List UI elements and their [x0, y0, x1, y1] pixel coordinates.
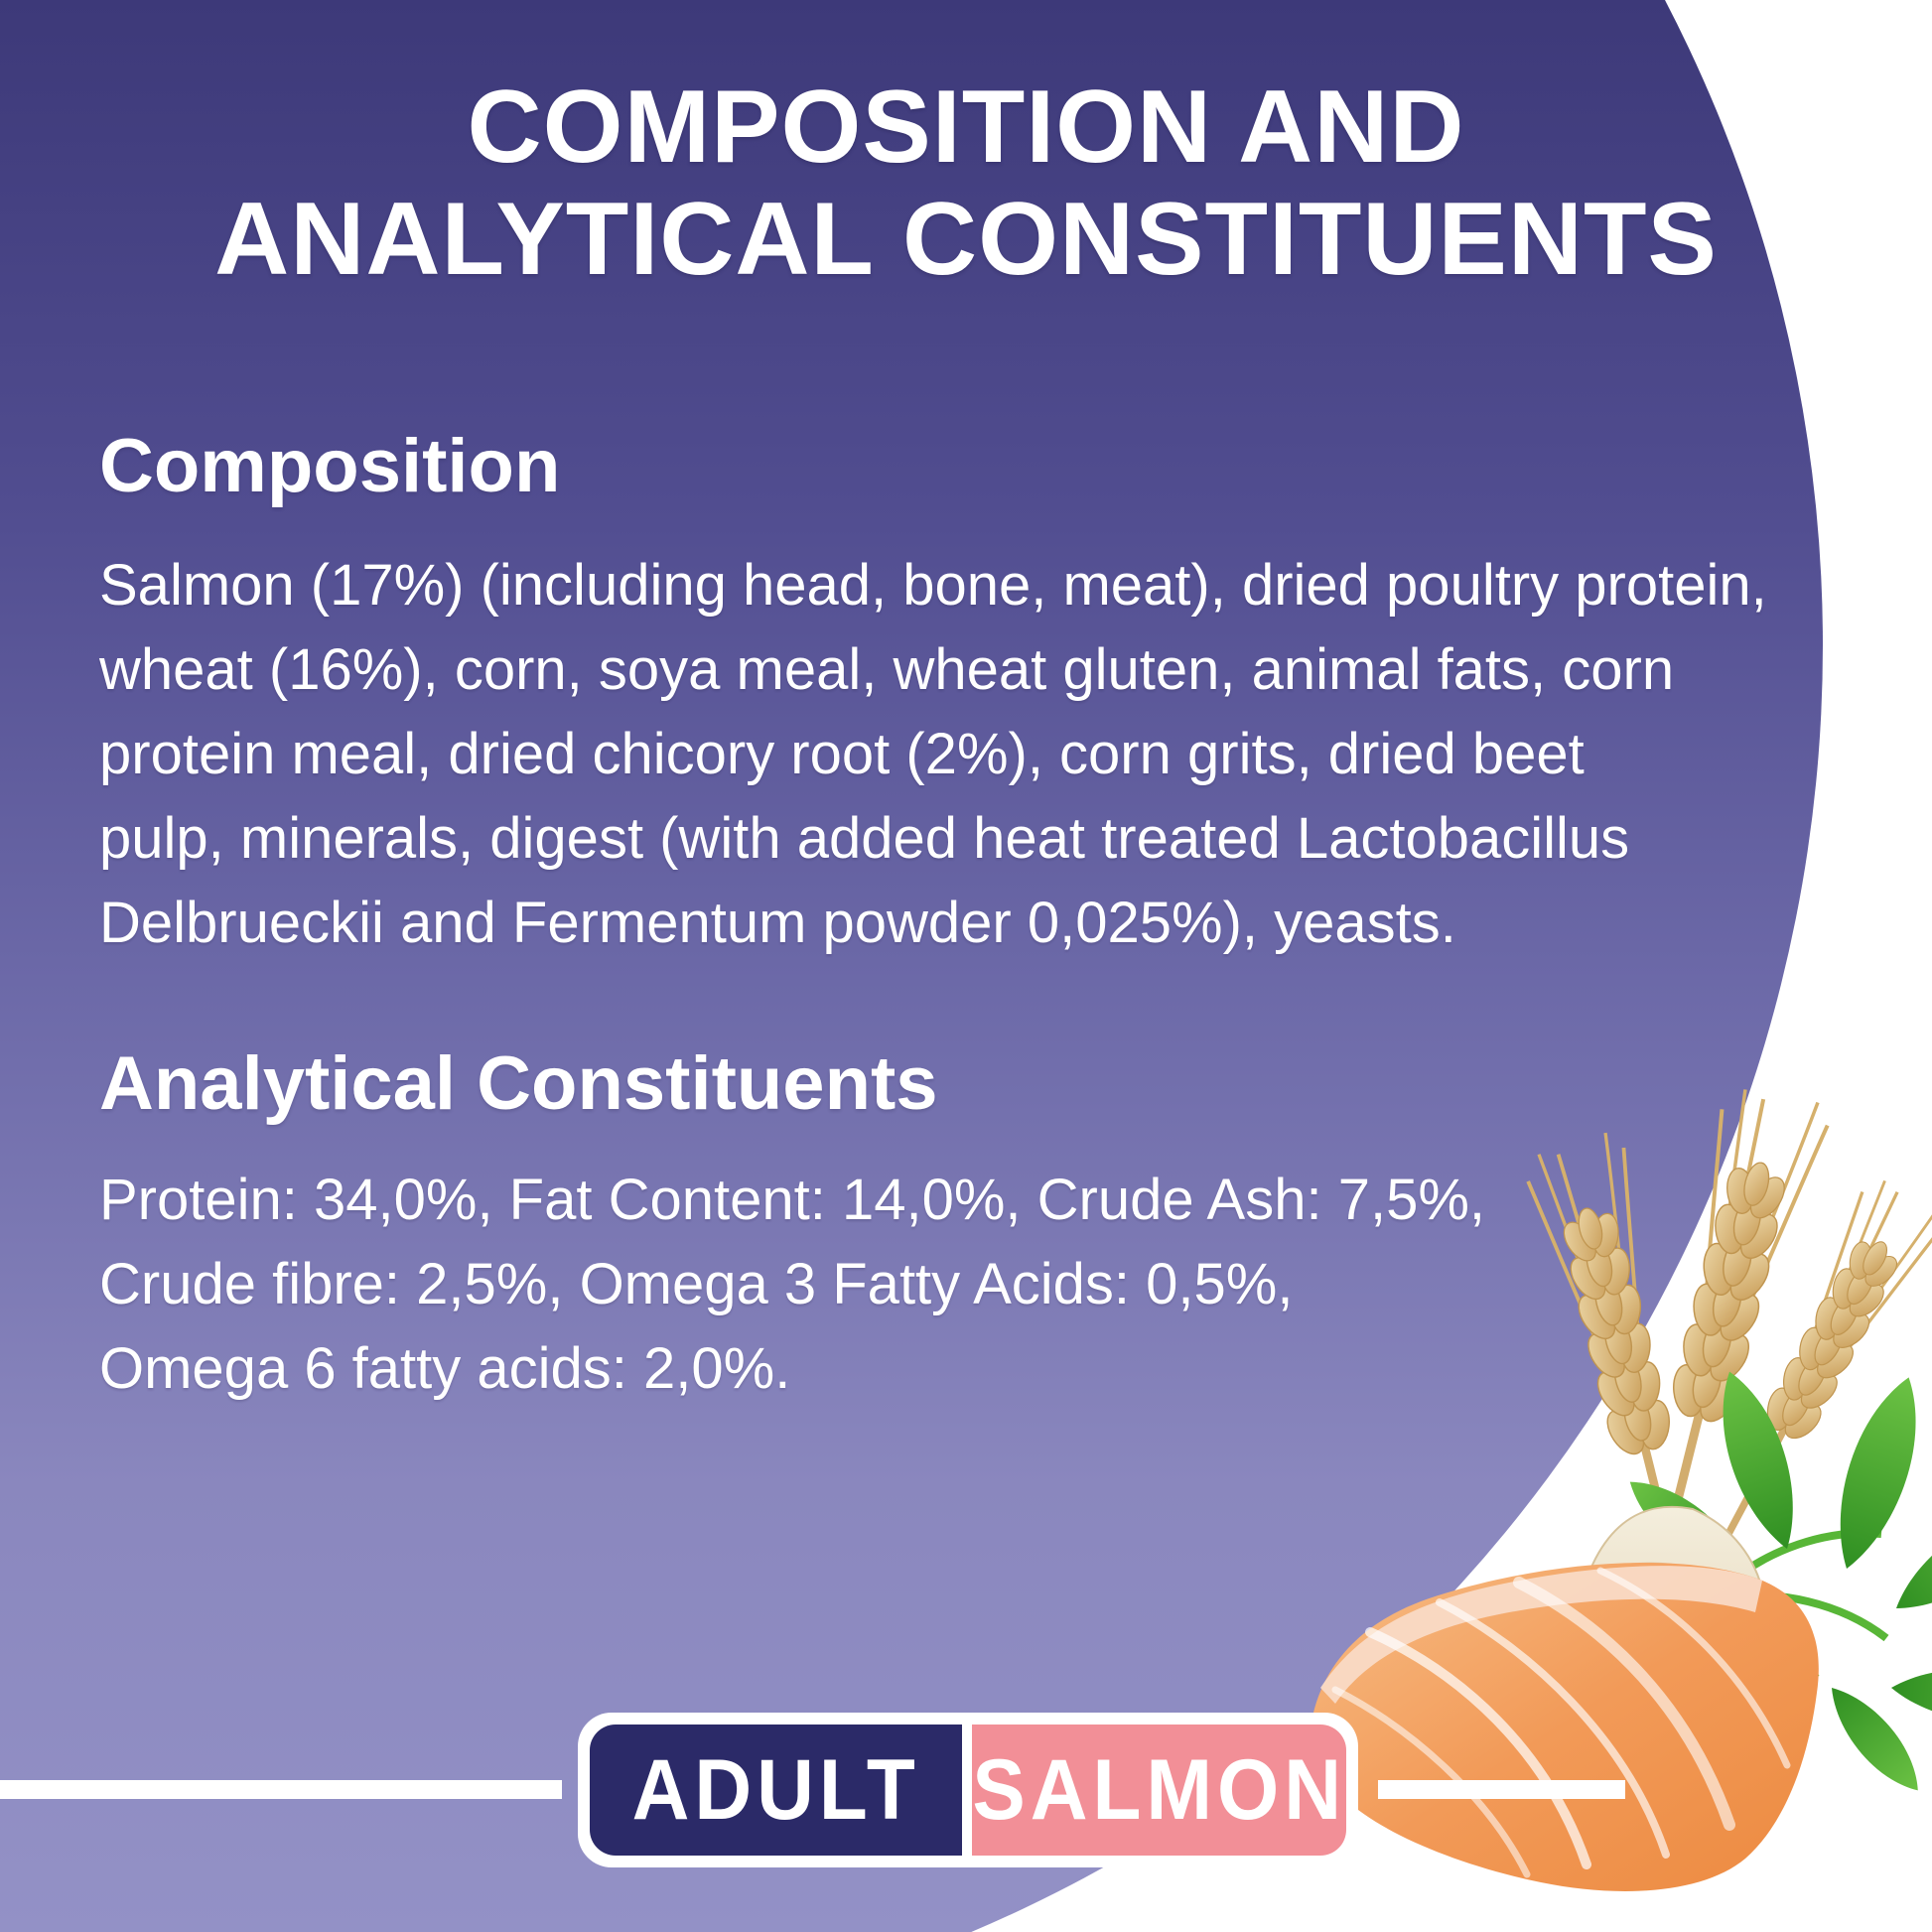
page-title: COMPOSITION AND ANALYTICAL CONSTITUENTS	[0, 71, 1932, 296]
analytical-text: Protein: 34,0%, Fat Content: 14,0%, Crud…	[99, 1158, 1485, 1411]
composition-text: Salmon (17%) (including head, bone, meat…	[99, 543, 1767, 965]
composition-line: wheat (16%), corn, soya meal, wheat glut…	[99, 637, 1675, 702]
badge-adult-segment: ADULT	[590, 1725, 963, 1856]
composition-line: pulp, minerals, digest (with added heat …	[99, 806, 1630, 871]
salmon-fillet-illustration	[1310, 1562, 1819, 1891]
analytical-line: Omega 6 fatty acids: 2,0%.	[99, 1336, 791, 1401]
badge-connector-line-right	[1378, 1780, 1625, 1799]
page-title-line-2: ANALYTICAL CONSTITUENTS	[214, 182, 1718, 297]
composition-line: Delbrueckii and Fermentum powder 0,025%)…	[99, 891, 1456, 955]
ingredients-collage	[1310, 993, 1932, 1891]
composition-heading: Composition	[99, 424, 561, 508]
composition-line: protein meal, dried chicory root (2%), c…	[99, 722, 1585, 786]
badge-connector-line-left	[0, 1780, 562, 1799]
badge-salmon-label: SALMON	[972, 1741, 1346, 1838]
analytical-line: Crude fibre: 2,5%, Omega 3 Fatty Acids: …	[99, 1252, 1294, 1316]
composition-line: Salmon (17%) (including head, bone, meat…	[99, 553, 1767, 618]
page-title-line-1: COMPOSITION AND	[467, 69, 1465, 185]
badge-adult-label: ADULT	[631, 1741, 920, 1838]
badge-salmon-segment: SALMON	[972, 1725, 1346, 1856]
product-badge: ADULT SALMON	[578, 1713, 1358, 1867]
analytical-line: Protein: 34,0%, Fat Content: 14,0%, Crud…	[99, 1168, 1486, 1232]
analytical-heading: Analytical Constituents	[99, 1041, 938, 1126]
